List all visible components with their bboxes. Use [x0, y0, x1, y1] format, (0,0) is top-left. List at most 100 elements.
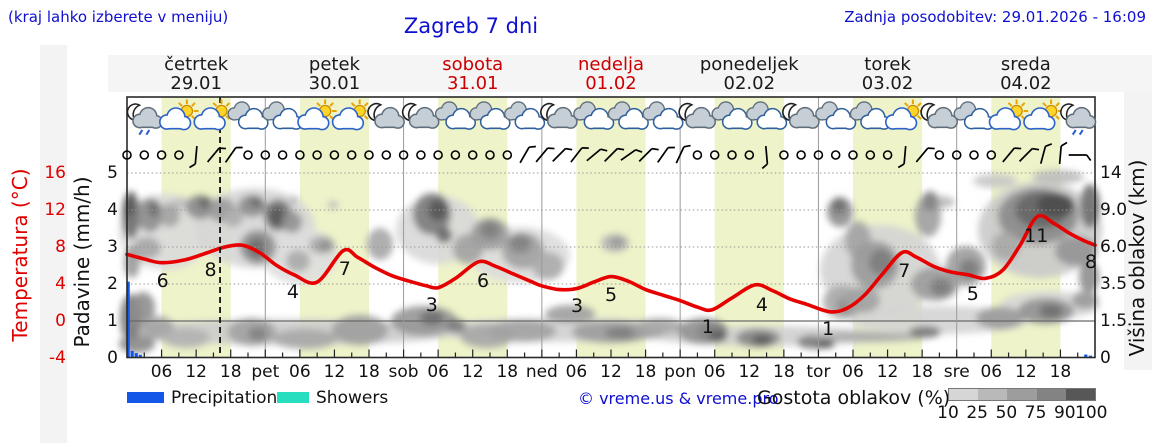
time-label: 12 — [1015, 362, 1037, 382]
wind-barb-icon — [1058, 141, 1068, 165]
temperature-value-label: 5 — [604, 283, 618, 306]
time-label: 18 — [773, 362, 795, 382]
wind-barb-icon — [604, 147, 625, 162]
day-name: ponedeljek — [699, 54, 799, 75]
height-tick-label: 9.0 — [1100, 200, 1128, 220]
precipitation-legend-label: Precipitation — [171, 388, 278, 408]
time-label: 06 — [150, 362, 173, 382]
day-header: torek 03.02 — [818, 55, 956, 93]
temp-tick-label: 12 — [44, 200, 66, 220]
weather-icon-moon-rain — [126, 103, 163, 136]
wind-barb-icon — [1018, 147, 1040, 162]
wind-barb-icon — [638, 147, 659, 162]
wind-calm-icon — [986, 150, 997, 160]
time-label: 06 — [565, 362, 588, 382]
precip-tick-label: 2 — [107, 274, 118, 294]
time-label: 12 — [876, 362, 899, 382]
weather-icon-clouds — [953, 101, 995, 130]
precipitation-bar — [134, 353, 138, 358]
showers-swatch — [277, 392, 309, 403]
temperature-value-label: 3 — [570, 295, 584, 318]
temperature-value-label: 6 — [156, 269, 169, 292]
wind-barb-icon — [224, 146, 243, 163]
wind-calm-icon — [848, 150, 858, 160]
wind-calm-icon — [796, 150, 806, 160]
density-tick-label: 75 — [1024, 403, 1047, 423]
precipitation-bar — [1088, 355, 1092, 358]
temp-tick-label: 4 — [55, 274, 66, 294]
day-abbrev-label: ned — [525, 362, 558, 382]
density-scale-segment — [1065, 389, 1095, 400]
day-date: 02.02 — [723, 73, 776, 94]
time-label: 18 — [911, 362, 933, 382]
cloud-density-scale — [948, 388, 1096, 401]
temperature-value-label: 3 — [425, 293, 438, 316]
weather-icon-clouds — [262, 101, 304, 130]
page-title: Zagreb 7 dni — [403, 14, 539, 38]
temperature-value-label: 7 — [338, 258, 351, 281]
day-abbrev-label: sre — [943, 362, 970, 382]
location-hint: (kraj lahko izberete v meniju) — [8, 8, 229, 26]
wind-calm-icon — [830, 150, 841, 160]
wind-calm-icon — [951, 150, 962, 160]
day-header: sreda 04.02 — [957, 55, 1095, 93]
time-label: 18 — [496, 362, 519, 382]
wind-calm-icon — [364, 150, 374, 160]
density-scale-segment — [1007, 389, 1037, 400]
wind-calm-icon — [174, 150, 184, 160]
wind-calm-icon — [277, 150, 288, 160]
temperature-value-label: 1 — [822, 318, 835, 341]
wind-barb-icon — [206, 147, 227, 163]
cloud-density-label: Gostota oblakov (%) — [757, 387, 951, 409]
last-update: Zadnja posodobitev: 29.01.2026 - 16:09 — [844, 8, 1146, 26]
wind-calm-icon — [450, 150, 461, 160]
temp-tick-label: -4 — [49, 348, 66, 368]
density-tick-label: 100 — [1075, 403, 1108, 423]
wind-calm-icon — [502, 150, 513, 160]
height-tick-label: 6.0 — [1100, 237, 1128, 257]
density-tick-label: 50 — [995, 403, 1018, 423]
cloud-density-field — [119, 170, 1102, 353]
weather-icon-clouds — [434, 101, 476, 130]
wind-calm-icon — [416, 150, 426, 160]
day-date: 31.01 — [446, 73, 499, 94]
credit-link[interactable]: © vreme.us & vreme.pro — [578, 389, 779, 408]
height-tick-label: 3.5 — [1100, 274, 1128, 294]
wind-calm-icon — [312, 150, 322, 160]
temperature-value-label: 4 — [755, 294, 768, 317]
wind-calm-icon — [329, 150, 340, 160]
time-label: 06 — [703, 362, 726, 382]
time-label: 12 — [185, 362, 207, 382]
time-label: 12 — [461, 362, 484, 382]
wind-calm-icon — [727, 150, 737, 160]
temperature-value-label: 1 — [701, 316, 714, 339]
temperature-value-label: 6 — [477, 270, 490, 293]
density-tick-label: 10 — [937, 403, 959, 423]
wind-barb-icon — [675, 144, 691, 164]
wind-calm-icon — [433, 150, 443, 160]
day-header: četrtek 29.01 — [127, 55, 265, 93]
weather-icon-clouds — [711, 101, 753, 130]
wind-barb-icon — [897, 145, 907, 169]
temperature-value-label: 8 — [1084, 250, 1097, 273]
time-label: 06 — [980, 362, 1003, 382]
day-header: ponedeljek 02.02 — [680, 55, 818, 93]
precip-tick-label: 5 — [107, 163, 118, 183]
wind-barb-icon — [761, 145, 769, 170]
day-date: 03.02 — [861, 73, 914, 94]
day-abbrev-label: sob — [388, 362, 419, 382]
wind-barb-icon — [519, 145, 536, 164]
temperature-value-label: 5 — [966, 282, 979, 305]
wind-calm-icon — [934, 150, 945, 160]
weather-icon-clouds — [469, 101, 511, 130]
time-label: 18 — [358, 362, 380, 382]
wind-barb-icon — [1002, 147, 1022, 163]
day-name: četrtek — [164, 54, 229, 75]
weather-icon-sun-cloud — [159, 99, 199, 131]
day-header: nedelja 01.02 — [542, 55, 680, 93]
precipitation-bar — [126, 281, 130, 358]
wind-barb-icon — [620, 149, 643, 161]
weather-icon-clouds — [746, 101, 788, 130]
wind-barb-icon — [915, 147, 935, 163]
